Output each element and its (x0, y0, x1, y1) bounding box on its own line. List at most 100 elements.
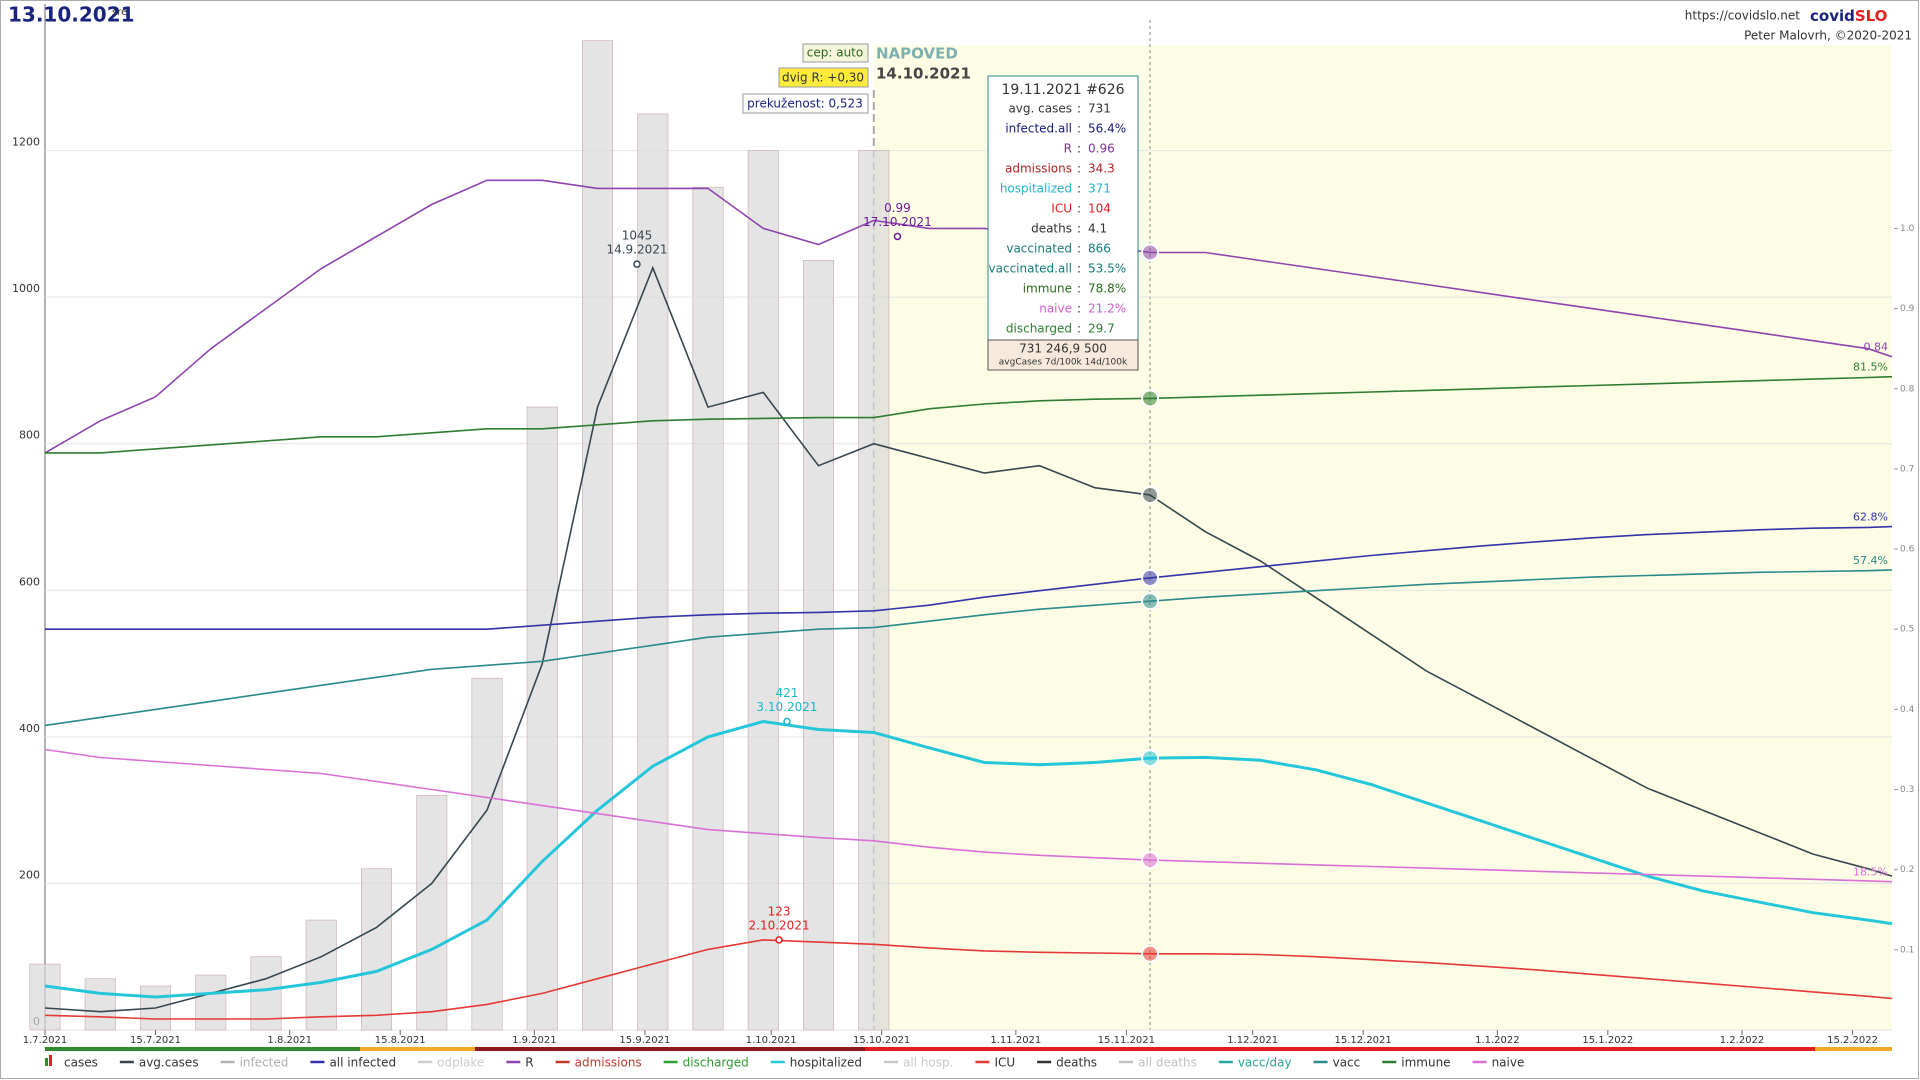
tooltip-box (987, 75, 1139, 341)
tooltip-value: 371 (1088, 182, 1111, 196)
tooltip-sep: : (1077, 242, 1081, 256)
y-tick-label: 200 (19, 868, 40, 881)
y2-tick-label: 0.6 (1900, 545, 1915, 555)
marker-point (1141, 243, 1160, 262)
x-tick-label: 15.7.2021 (130, 1035, 181, 1046)
annotation-value: 1045 (622, 229, 653, 243)
y2-tick-label: 0.4 (1900, 705, 1915, 715)
header-date: 13.10.2021 (8, 3, 135, 27)
y2-tick-label: 0.5 (1900, 625, 1914, 635)
tooltip-sep: : (1077, 142, 1081, 156)
case-bar (471, 677, 503, 1031)
tooltip-footer-box (987, 339, 1139, 371)
strip-seg (475, 1047, 865, 1051)
tooltip-value: 21.2% (1088, 302, 1126, 316)
end-label: 57.4% (1853, 554, 1888, 567)
legend-label: naive (1492, 1056, 1525, 1070)
x-tick-label: 15.2.2022 (1827, 1035, 1878, 1046)
brand-a: covid (1810, 7, 1855, 25)
x-tick-label: 15.11.2021 (1098, 1035, 1155, 1046)
legend-label: hospitalized (790, 1056, 862, 1070)
x-tick-label: 1.8.2021 (267, 1035, 312, 1046)
legend-label: all infected (329, 1056, 396, 1070)
x-tick-label: 1.11.2021 (990, 1035, 1041, 1046)
legend-label: infected (240, 1056, 289, 1070)
series-line (44, 939, 1893, 1020)
tooltip-value: 0.96 (1088, 142, 1115, 156)
y-tick-label: 600 (19, 575, 40, 588)
y2-tick-label: 0.2 (1900, 865, 1914, 875)
tooltip-sep: : (1077, 282, 1081, 296)
marker-point (1141, 592, 1160, 611)
tooltip-label: R (1064, 142, 1072, 156)
end-label: 81.5% (1853, 361, 1888, 374)
tooltip: 19.11.2021 #626 731 246,9 500 avgCases 7… (987, 75, 1139, 371)
strip-seg (865, 1047, 1815, 1051)
tooltip-label: vaccinated.all (989, 262, 1072, 276)
series-line (45, 375, 1893, 454)
header-url: https://covidslo.net (1685, 9, 1801, 23)
tooltip-value: 4.1 (1088, 222, 1107, 236)
tooltip-value: 56.4% (1088, 122, 1126, 136)
y-tick-label: 400 (19, 722, 40, 735)
dvig-text: dvig R: +0,30 (782, 71, 864, 85)
legend-label: avg.cases (139, 1056, 199, 1070)
cep-box (802, 43, 869, 63)
annotation-date: 17.10.2021 (863, 215, 932, 229)
forecast-date: 14.10.2021 (876, 65, 971, 83)
legend-label: all deaths (1138, 1056, 1197, 1070)
x-tick-label: 1.9.2021 (512, 1035, 557, 1046)
end-label: 18.5% (1853, 866, 1888, 879)
tooltip-sep: : (1077, 102, 1081, 116)
tooltip-value: 29.7 (1088, 322, 1115, 336)
case-bar (250, 956, 282, 1031)
series-line (44, 569, 1893, 727)
prek-text: prekuženost: 0,523 (747, 97, 863, 111)
legend-label: discharged (683, 1056, 749, 1070)
y2-tick-label: 1.0 (1900, 224, 1915, 234)
case-bar (582, 40, 614, 1031)
x-tick-label: 1.1.2022 (1475, 1035, 1520, 1046)
tooltip-label: ICU (1051, 202, 1072, 216)
y-tick-label: 800 (19, 429, 40, 442)
strip-seg (1815, 1047, 1892, 1051)
case-bar (416, 795, 448, 1031)
tooltip-label: admissions (1005, 162, 1072, 176)
tooltip-title: 19.11.2021 #626 (1001, 82, 1124, 98)
annotation-value: 0.99 (884, 201, 911, 215)
y2-tick-label: 0.1 (1900, 945, 1914, 955)
x-tick-label: 1.2.2022 (1720, 1035, 1765, 1046)
tooltip-value: 731 (1088, 102, 1111, 116)
header-weekday: sre (112, 7, 127, 18)
end-label: 0.84 (1864, 341, 1889, 354)
tooltip-sep: : (1077, 222, 1081, 236)
y-tick-label: 1200 (12, 136, 40, 149)
cep-text: cep: auto (807, 46, 863, 60)
tooltip-sep: : (1077, 202, 1081, 216)
legend-label: R (525, 1056, 533, 1070)
x-tick-label: 15.12.2021 (1335, 1035, 1392, 1046)
legend: cases avg.cases infected all infected odplak… (45, 1055, 1524, 1070)
legend-label: immune (1401, 1056, 1450, 1070)
x-tick-label: 15.8.2021 (375, 1035, 426, 1046)
x-tick-label: 1.12.2021 (1227, 1035, 1278, 1046)
tooltip-footer-values: 731 246,9 500 (1019, 342, 1107, 356)
tooltip-value: 104 (1088, 202, 1111, 216)
annotation-point (633, 260, 641, 268)
marker-point (1141, 568, 1160, 587)
tooltip-value: 53.5% (1088, 262, 1126, 276)
annotation-value: 123 (768, 904, 791, 918)
y-tick-label: 1000 (12, 282, 40, 295)
x-tick-label: 15.9.2021 (619, 1035, 670, 1046)
case-bar (361, 868, 393, 1031)
annotation-value: 421 (776, 686, 799, 700)
tooltip-value: 34.3 (1088, 162, 1115, 176)
plot: 0200400600800100012000.10.20.30.40.50.60… (12, 4, 1915, 1046)
tooltip-label: hospitalized (1000, 182, 1072, 196)
y2-tick-label: 0.8 (1900, 384, 1915, 394)
x-tick-label: 1.10.2021 (746, 1035, 797, 1046)
x-tick-label: 15.10.2021 (853, 1035, 910, 1046)
